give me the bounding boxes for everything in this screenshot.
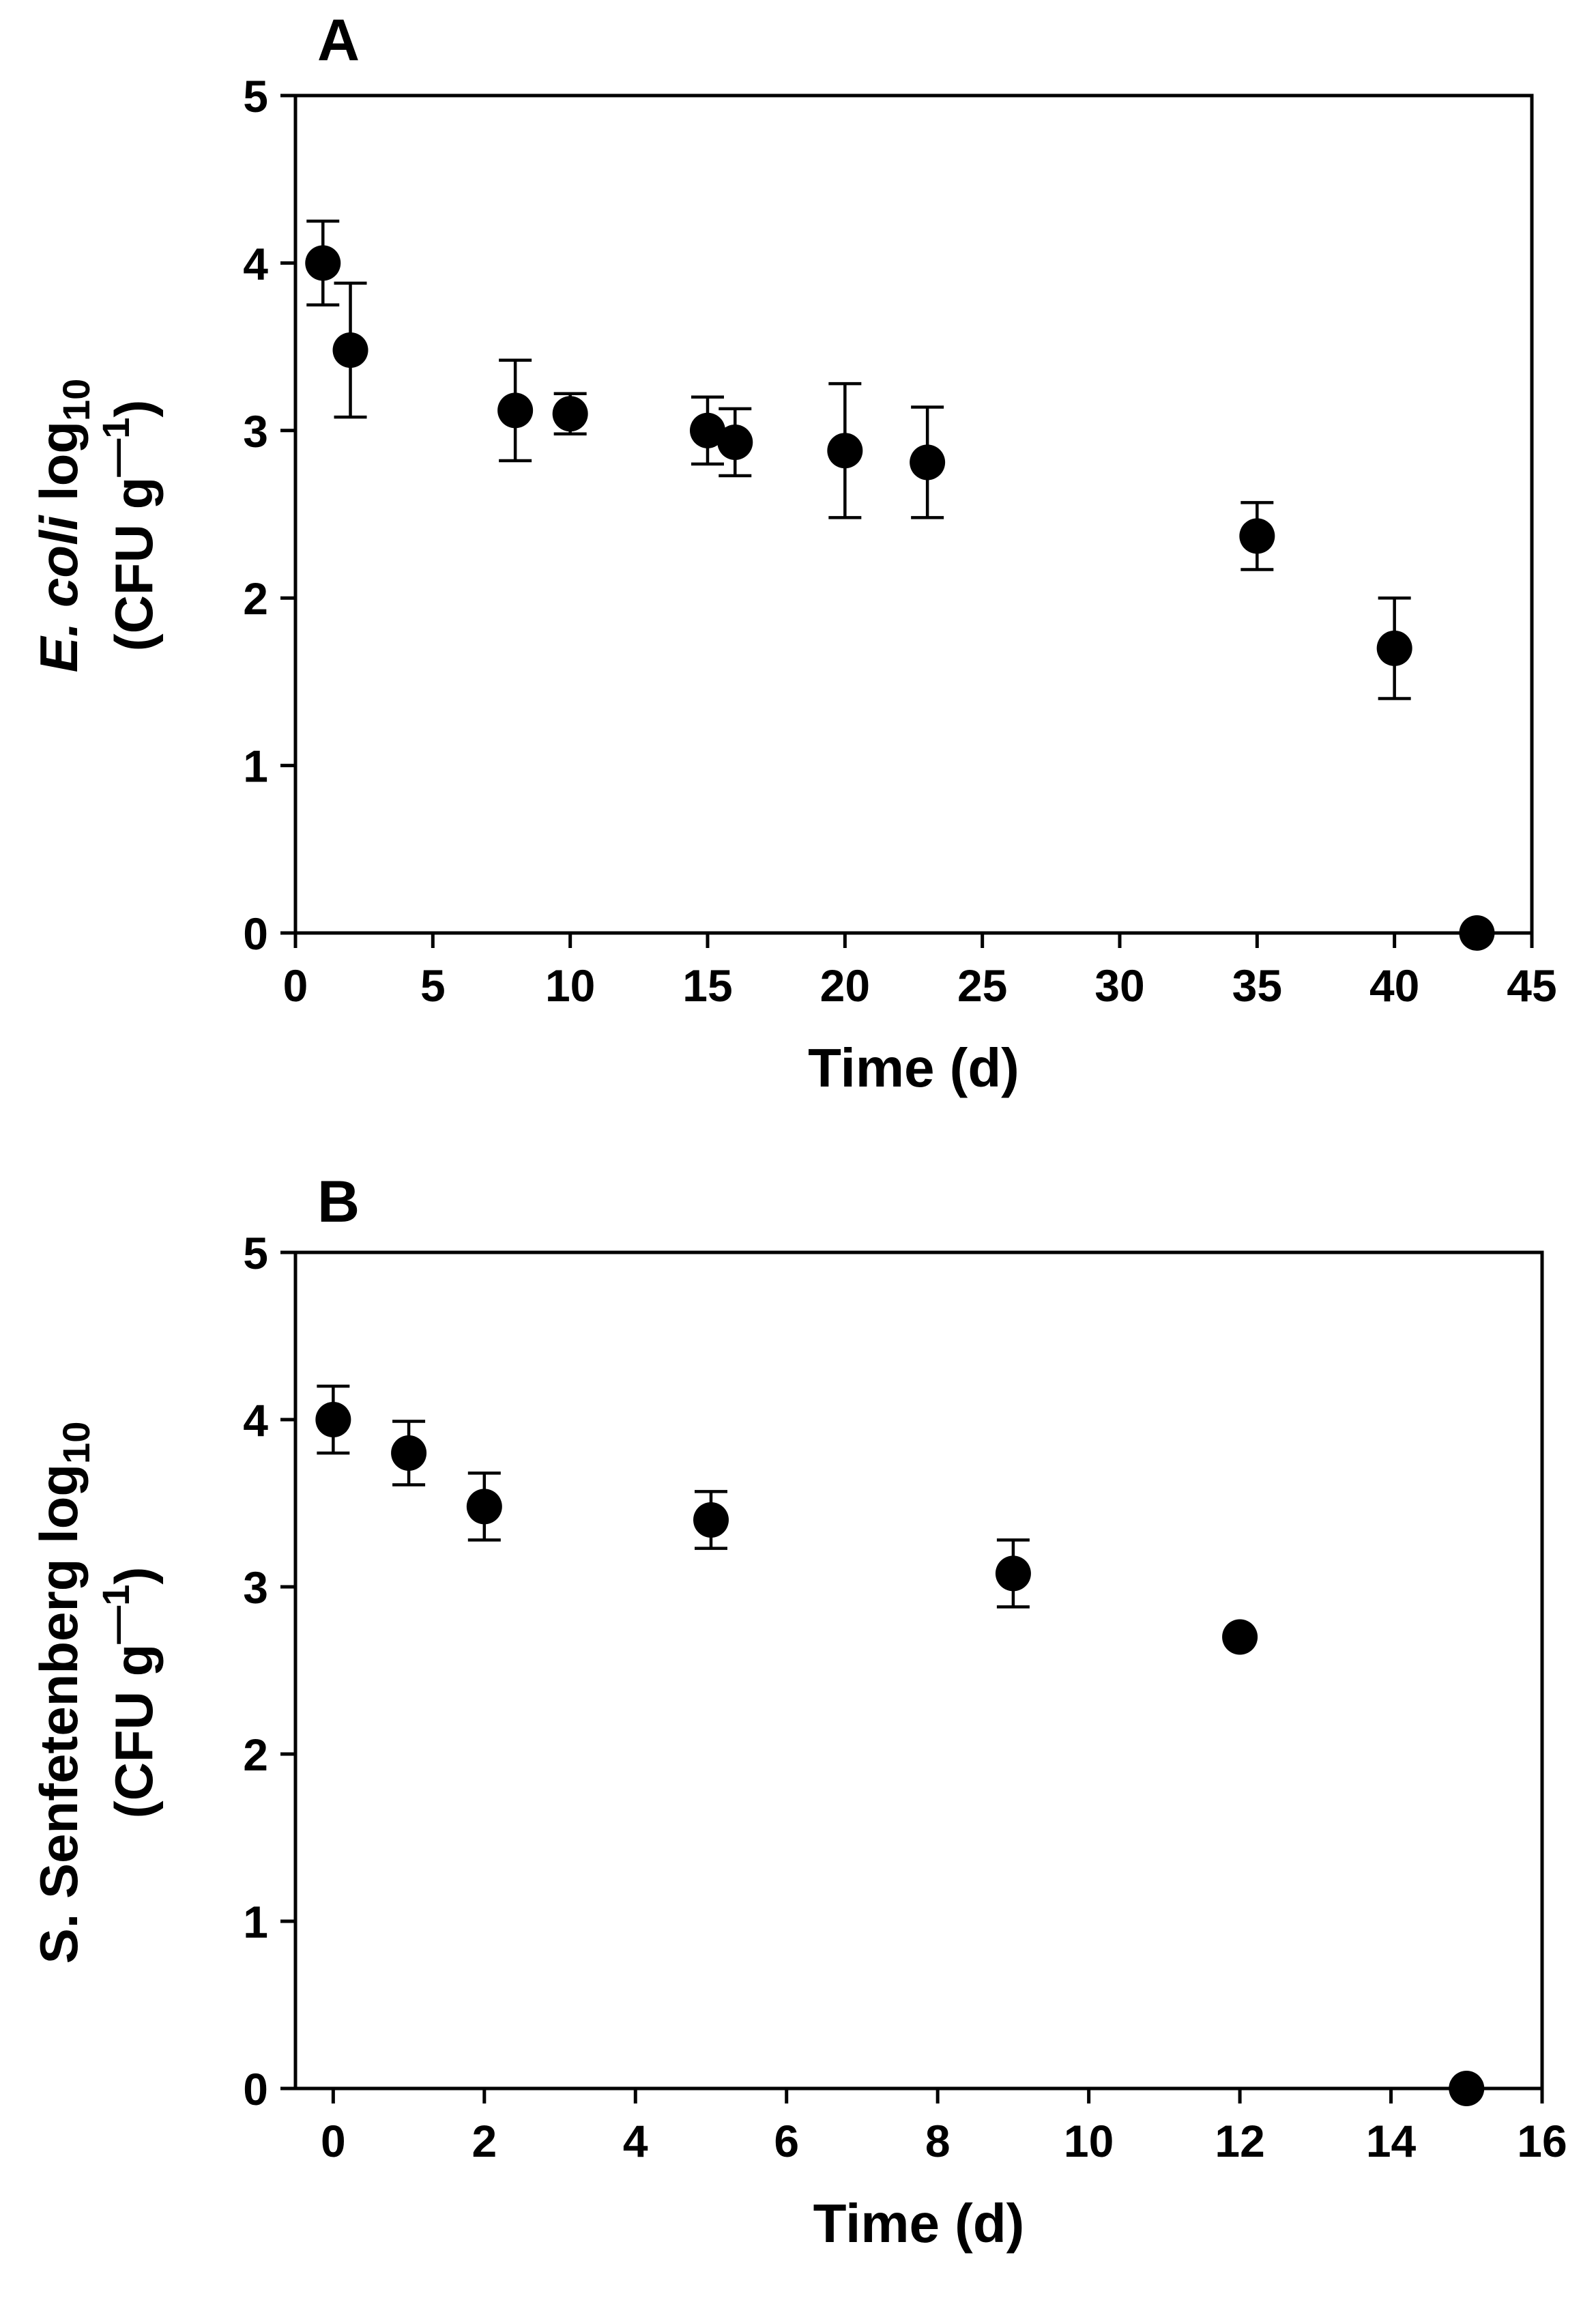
- chart-1-x-axis-label: Time (d): [813, 2193, 1025, 2254]
- chart-1-y-axis-label-line1: S. Senfetenberg log10: [29, 1422, 98, 1964]
- chart-0-x-axis-label: Time (d): [808, 1037, 1019, 1098]
- chart-0-point-9: [1376, 630, 1412, 666]
- chart-1-ytick-label-1: 1: [243, 1897, 268, 1947]
- chart-0-y-label-organism: E. coli: [29, 515, 89, 672]
- chart-1-panel-label: B: [317, 1169, 360, 1235]
- chart-0-point-2: [497, 392, 534, 429]
- chart-0-xtick-label-4: 20: [820, 960, 870, 1011]
- chart-1-ytick-label-5: 5: [243, 1228, 268, 1278]
- chart-1-xtick-label-2: 4: [623, 2116, 648, 2166]
- chart-1-point-1: [391, 1435, 427, 1471]
- chart-0-y-label-sup: —1: [94, 418, 137, 477]
- chart-0-point-1: [332, 332, 368, 369]
- chart-0-xtick-label-2: 10: [545, 960, 595, 1011]
- chart-1-point-3: [693, 1502, 729, 1538]
- chart-0-point-10: [1459, 915, 1495, 951]
- chart-1-point-0: [315, 1402, 351, 1437]
- chart-1-xtick-label-4: 8: [925, 2116, 951, 2166]
- chart-0-xtick-label-7: 35: [1232, 960, 1282, 1011]
- chart-0-xtick-label-6: 30: [1094, 960, 1144, 1011]
- chart-0-y-axis-label-line2: (CFU g—1): [94, 400, 164, 652]
- chart-1-y-label-close: ): [104, 1567, 164, 1585]
- chart-0-panel-label: A: [317, 8, 360, 73]
- chart-1-xtick-label-0: 0: [321, 2116, 346, 2166]
- chart-0-y-label-log: log: [29, 421, 89, 516]
- chart-0-ytick-label-4: 4: [243, 238, 268, 289]
- chart-0-ytick-label-0: 0: [243, 908, 268, 959]
- chart-1-y-axis-label-line2: (CFU g—1): [94, 1567, 164, 1819]
- chart-0-xtick-label-5: 25: [957, 960, 1007, 1011]
- chart-1-ytick-label-3: 3: [243, 1562, 268, 1613]
- chart-0-point-5: [717, 424, 753, 460]
- chart-0-point-6: [827, 433, 863, 469]
- chart-1-point-5: [1222, 1619, 1258, 1655]
- chart-0-xtick-label-8: 40: [1369, 960, 1419, 1011]
- chart-1-ytick-label-0: 0: [243, 2064, 268, 2114]
- chart-0-ytick-label-2: 2: [243, 573, 268, 624]
- chart-0-point-0: [305, 245, 341, 281]
- chart-1-xtick-label-8: 16: [1517, 2116, 1567, 2166]
- chart-1-xtick-label-3: 6: [774, 2116, 799, 2166]
- chart-0-point-4: [690, 412, 725, 448]
- chart-1-y-label-log: S. Senfetenberg log: [29, 1464, 89, 1964]
- chart-0-y-label-sub: 10: [55, 379, 98, 421]
- chart-0-xtick-label-3: 15: [682, 960, 732, 1011]
- chart-0-y-axis-label: E. coli log10(CFU g—1): [29, 379, 164, 673]
- chart-1-point-4: [995, 1555, 1031, 1592]
- chart-1-point-6: [1449, 2071, 1485, 2106]
- chart-0-xtick-label-1: 5: [420, 960, 446, 1011]
- chart-0-point-3: [552, 396, 588, 432]
- chart-0-point-8: [1239, 518, 1275, 554]
- chart-1-xtick-label-5: 10: [1064, 2116, 1114, 2166]
- chart-1-y-label-sub: 10: [55, 1422, 98, 1464]
- chart-0-y-label-close: ): [104, 400, 164, 418]
- chart-1-ytick-label-2: 2: [243, 1729, 268, 1780]
- chart-1-point-2: [466, 1489, 502, 1525]
- chart-0-point-7: [910, 444, 946, 480]
- chart-0-xtick-label-0: 0: [283, 960, 308, 1011]
- chart-0-xtick-label-9: 45: [1507, 960, 1556, 1011]
- chart-1-xtick-label-6: 12: [1215, 2116, 1264, 2166]
- chart-0-ytick-label-3: 3: [243, 406, 268, 457]
- chart-1-xtick-label-7: 14: [1366, 2116, 1417, 2166]
- chart-1-y-label-sup: —1: [94, 1585, 137, 1644]
- chart-0-y-label-units: (CFU g: [104, 477, 164, 652]
- chart-1-y-label-units: (CFU g: [104, 1644, 164, 1819]
- chart-1-y-axis-label: S. Senfetenberg log10(CFU g—1): [29, 1422, 164, 1964]
- chart-0-y-axis-label-line1: E. coli log10: [29, 379, 98, 673]
- chart-1-xtick-label-1: 2: [471, 2116, 497, 2166]
- chart-0-ytick-label-1: 1: [243, 741, 268, 792]
- chart-1-ytick-label-4: 4: [243, 1395, 268, 1446]
- chart-0-ytick-label-5: 5: [243, 71, 268, 121]
- chart-0-plot-frame: [293, 94, 1534, 935]
- chart-1-plot-frame: [293, 1250, 1544, 2091]
